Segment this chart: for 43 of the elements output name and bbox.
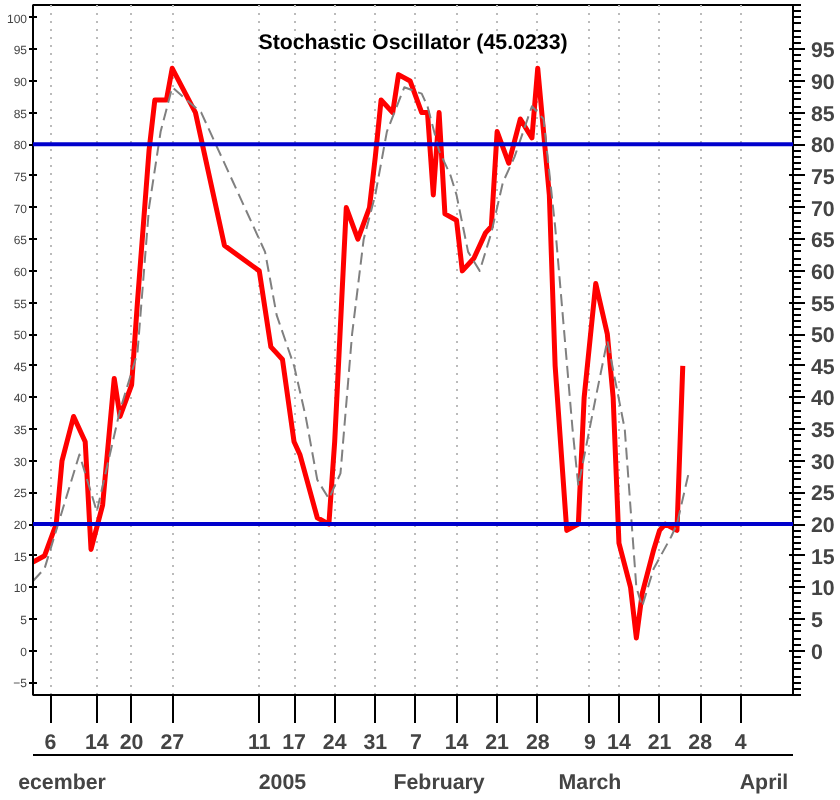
y2-tick-label: 95 xyxy=(811,39,835,64)
x-tick-label: 4 xyxy=(734,731,747,755)
y2-tick-label: 80 xyxy=(811,134,835,159)
x-tick-label: 28 xyxy=(688,731,713,755)
x2-tick-label: April xyxy=(739,771,789,795)
y2-tick-label: 25 xyxy=(811,482,835,507)
x-tick-label: 14 xyxy=(84,731,109,755)
x-tick-label: 20 xyxy=(119,731,144,755)
y2-tick-label: 35 xyxy=(811,419,835,444)
x2-tick-label: March xyxy=(558,771,622,795)
y2-tick-label: 65 xyxy=(811,229,835,254)
x2-tick-label: ecember xyxy=(18,771,106,795)
x-tick-label: 21 xyxy=(485,731,510,755)
x2-tick-label: February xyxy=(393,771,485,795)
x-tick-label: 6 xyxy=(44,731,57,755)
x-tick-label: 11 xyxy=(247,731,271,755)
x-tick-label: 27 xyxy=(160,731,185,755)
text: Stochastic Oscillator (45.0233) xyxy=(258,31,569,55)
x-tick-label: 17 xyxy=(282,731,307,755)
y2-tick-label: 20 xyxy=(811,514,835,539)
x-tick-label: 7 xyxy=(409,731,422,755)
y2-tick-label: 70 xyxy=(811,197,835,222)
y2-tick-label: 90 xyxy=(811,70,835,95)
x-tick-label: 21 xyxy=(647,731,672,755)
y2-tick-label: 50 xyxy=(811,324,835,349)
x-tick-label: 14 xyxy=(607,731,631,755)
x-tick-label: 31 xyxy=(363,731,388,755)
x-tick-label: 14 xyxy=(444,731,469,755)
y2-tick-label: 30 xyxy=(811,450,835,475)
y2-tick-label: 15 xyxy=(811,545,835,570)
x2-tick-label: 2005 xyxy=(258,771,307,795)
y2-tick-label: 40 xyxy=(811,387,835,412)
x-tick-label: 28 xyxy=(525,731,550,755)
y2-tick-label: 60 xyxy=(811,260,835,285)
y2-tick-label: 5 xyxy=(811,609,823,634)
x-tick-label: 9 xyxy=(584,731,597,755)
x-tick-label: 24 xyxy=(322,731,347,755)
y2-tick-label: 75 xyxy=(811,165,835,190)
y2-tick-label: 45 xyxy=(811,355,835,380)
y2-tick-label: 10 xyxy=(811,577,835,602)
y2-tick-label: 55 xyxy=(811,292,835,317)
y2-tick-label: 85 xyxy=(811,102,835,127)
y2-tick-label: 0 xyxy=(811,640,823,665)
